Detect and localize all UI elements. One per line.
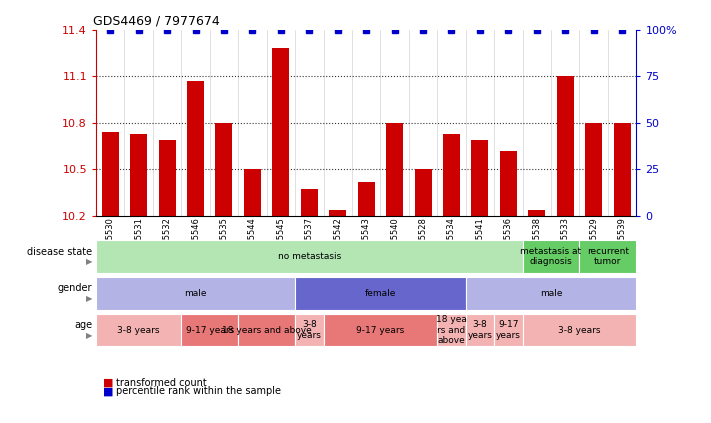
Text: recurrent
tumor: recurrent tumor [587, 247, 629, 266]
Text: transformed count: transformed count [116, 378, 207, 388]
Bar [585, 123, 602, 216]
Bar [159, 140, 176, 216]
Bar [244, 169, 261, 216]
Bar [415, 169, 432, 216]
Text: ▶: ▶ [86, 330, 92, 340]
Text: gender: gender [58, 283, 92, 294]
Text: 18 yea
rs and
above: 18 yea rs and above [436, 315, 467, 345]
Text: 9-17 years: 9-17 years [356, 326, 405, 335]
Bar [130, 134, 147, 216]
Bar [500, 151, 517, 216]
Bar [215, 123, 232, 216]
Text: disease state: disease state [27, 247, 92, 257]
Text: 9-17
years: 9-17 years [496, 321, 520, 340]
Bar [386, 123, 403, 216]
Text: 3-8 years: 3-8 years [558, 326, 601, 335]
Text: female: female [365, 289, 396, 298]
Text: ■: ■ [103, 386, 114, 396]
Text: 3-8 years: 3-8 years [117, 326, 160, 335]
Bar [301, 190, 318, 216]
Text: ▶: ▶ [86, 294, 92, 303]
Text: metastasis at
diagnosis: metastasis at diagnosis [520, 247, 582, 266]
Text: male: male [540, 289, 562, 298]
Text: ■: ■ [103, 378, 114, 388]
Text: GDS4469 / 7977674: GDS4469 / 7977674 [93, 14, 220, 27]
Bar [187, 81, 204, 216]
Bar [443, 134, 460, 216]
Text: no metastasis: no metastasis [278, 252, 341, 261]
Text: 3-8
years: 3-8 years [468, 321, 492, 340]
Text: 3-8
years: 3-8 years [297, 321, 321, 340]
Text: male: male [184, 289, 207, 298]
Bar [471, 140, 488, 216]
Text: age: age [75, 320, 92, 330]
Text: 9-17 years: 9-17 years [186, 326, 234, 335]
Text: 18 years and above: 18 years and above [222, 326, 311, 335]
Bar [102, 132, 119, 216]
Bar [528, 209, 545, 216]
Bar [272, 48, 289, 216]
Bar [614, 123, 631, 216]
Text: ▶: ▶ [86, 257, 92, 266]
Bar [329, 209, 346, 216]
Bar [557, 76, 574, 216]
Bar [358, 181, 375, 216]
Text: percentile rank within the sample: percentile rank within the sample [116, 386, 281, 396]
